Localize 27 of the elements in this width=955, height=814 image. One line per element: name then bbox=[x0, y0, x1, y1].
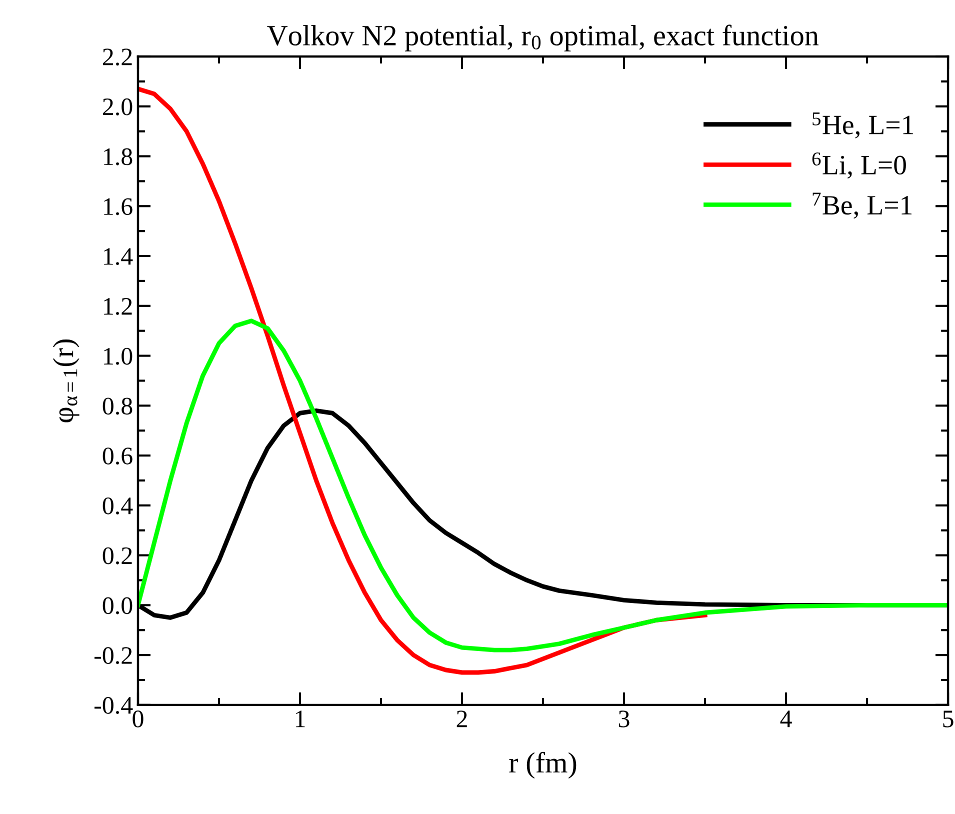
y-tick-label: 0.2 bbox=[102, 547, 132, 564]
y-tick-label: 0.0 bbox=[102, 597, 132, 614]
x-tick-label: 5 bbox=[943, 710, 954, 728]
x-tick-label: 4 bbox=[780, 710, 792, 728]
y-tick-label: 1.4 bbox=[104, 248, 133, 266]
legend-label: $^{7}$Be, L=1 bbox=[812, 192, 912, 219]
chart-title: Volkov N2 potential, r$_{0}$ optimal, exact function bbox=[267, 24, 819, 52]
y-tick-label: 1.6 bbox=[104, 198, 132, 216]
y-tick-label: 0.8 bbox=[102, 398, 132, 415]
x-tick-label: 0 bbox=[132, 710, 144, 728]
x-axis-title: r (fm) bbox=[509, 752, 576, 779]
y-tick-label: 1.8 bbox=[104, 148, 132, 166]
y-tick-label: -0.2 bbox=[94, 647, 132, 664]
line-series bbox=[138, 318, 948, 652]
y-axis-title: φ$_{α=1}$(r) bbox=[52, 340, 80, 422]
y-tick-label: 0.4 bbox=[102, 497, 133, 514]
x-tick-label: 3 bbox=[618, 710, 630, 728]
x-tick-label: 1 bbox=[296, 710, 305, 728]
y-tick-label: 1.2 bbox=[104, 298, 132, 315]
x-tick-label: 2 bbox=[456, 710, 467, 728]
y-tick-label: -0.4 bbox=[94, 696, 133, 714]
legend-label: $^{5}$He, L=1 bbox=[812, 112, 914, 138]
legend-label: $^{6}$Li, L=0 bbox=[812, 152, 906, 179]
y-tick-label: 2.2 bbox=[102, 48, 132, 66]
y-tick-label: 1.0 bbox=[104, 348, 132, 365]
y-tick-label: 2.0 bbox=[102, 98, 132, 116]
y-tick-label: 0.6 bbox=[102, 448, 132, 465]
